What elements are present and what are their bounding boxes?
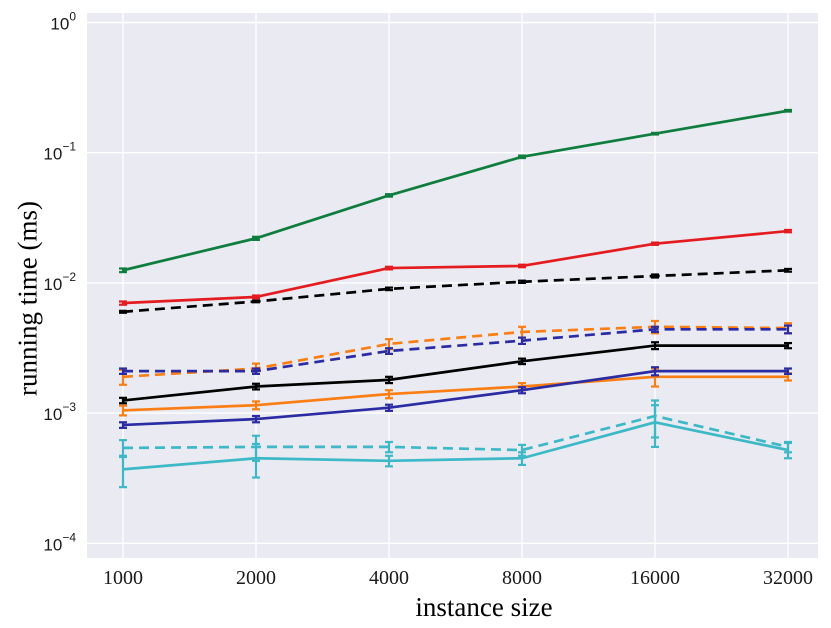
x-tick-labels: 1000 2000 4000 8000 16000 32000	[103, 567, 813, 589]
y-tick-labels: 100 10−1 10−2 10−3 10−4	[43, 10, 76, 555]
x-tick-label: 32000	[763, 567, 813, 589]
series-green-solid	[119, 108, 792, 274]
x-tick-label: 1000	[103, 567, 143, 589]
series-line-black-solid	[122, 344, 788, 402]
gridlines	[87, 13, 818, 558]
y-tick-label: 10−2	[43, 270, 76, 294]
series-cyan-dashed	[119, 399, 792, 462]
series-line-blue-solid	[122, 369, 788, 427]
series-red-solid	[119, 228, 792, 306]
x-tick-label: 8000	[502, 567, 542, 589]
series-blue-dashed	[119, 324, 792, 376]
y-tick-label: 10−4	[43, 530, 76, 554]
series-line-green-solid	[122, 109, 789, 272]
plot-background	[87, 13, 818, 558]
series-black-dashed	[119, 267, 792, 314]
x-axis-label: instance size	[415, 592, 553, 622]
x-tick-label: 4000	[369, 567, 409, 589]
series-line-cyan-solid	[122, 420, 789, 471]
y-tick-label: 100	[50, 10, 76, 34]
series-line-red-solid	[122, 229, 789, 305]
series-line-orange-solid	[122, 375, 788, 412]
x-tick-label: 2000	[236, 567, 276, 589]
y-tick-label: 10−1	[43, 140, 76, 164]
series-blue-solid	[119, 366, 792, 429]
x-tick-label: 16000	[630, 567, 680, 589]
series-black-solid	[119, 341, 792, 405]
y-tick-label: 10−3	[43, 400, 76, 424]
